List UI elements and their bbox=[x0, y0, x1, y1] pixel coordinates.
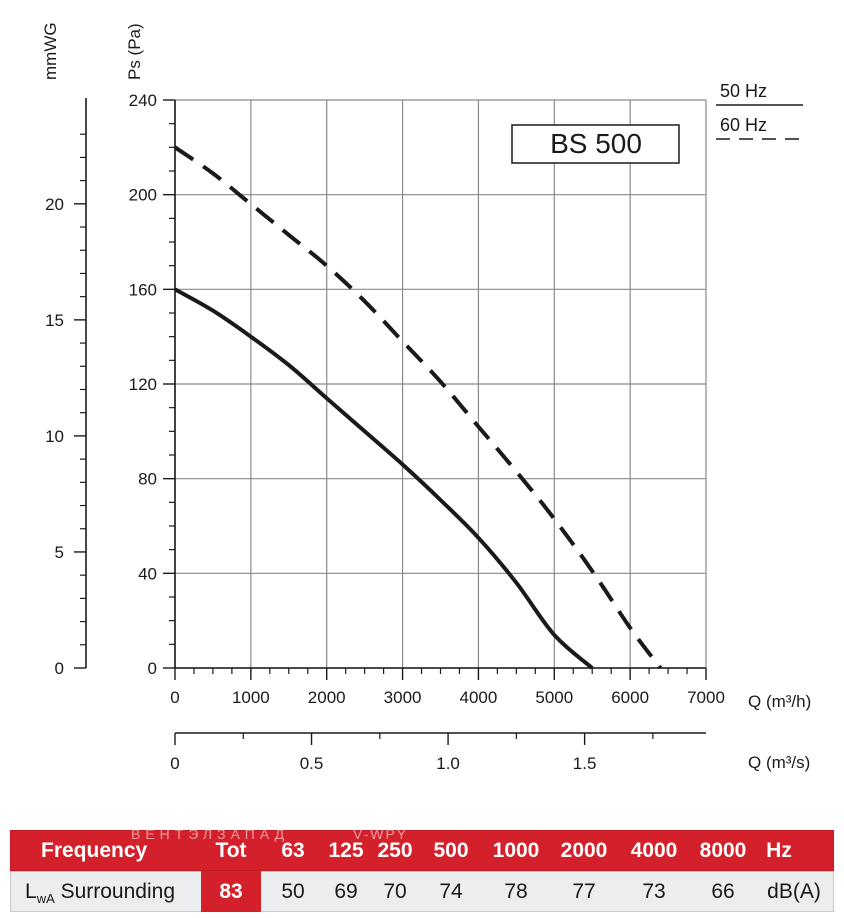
header-cell-8000: 8000 bbox=[699, 839, 747, 862]
y-tick-label-mmwg-2: 10 bbox=[45, 427, 64, 446]
x-tick-label-m3h-3: 3000 bbox=[384, 688, 422, 707]
legend-label-50hz: 50 Hz bbox=[720, 81, 767, 101]
chart-curves bbox=[173, 145, 663, 670]
y-tick-label-pa-0: 0 bbox=[148, 659, 157, 678]
header-cell-500: 500 bbox=[433, 839, 469, 862]
frequency-header-row: ВЕНТЭЛЗАПАД V-WPY Frequency Tot 63 125 2… bbox=[10, 826, 834, 871]
y-tick-label-pa-3: 120 bbox=[129, 375, 157, 394]
header-cell-1000: 1000 bbox=[492, 839, 540, 862]
chart-legend: 50 Hz 60 Hz bbox=[716, 81, 803, 140]
y-tick-label-mmwg-1: 5 bbox=[55, 543, 64, 562]
y-tick-label-pa-2: 80 bbox=[138, 470, 157, 489]
x-tick-label-m3s-0: 0 bbox=[170, 754, 179, 773]
x-tick-label-m3h-2: 2000 bbox=[308, 688, 346, 707]
y-tick-label-pa-6: 240 bbox=[129, 91, 157, 110]
x-tick-label-m3h-5: 5000 bbox=[535, 688, 573, 707]
x-tick-label-m3h-7: 7000 bbox=[687, 688, 725, 707]
series-line-60hz bbox=[173, 145, 663, 670]
x-tick-label-m3h-1: 1000 bbox=[232, 688, 270, 707]
lwa-cell-tot: 83 bbox=[219, 880, 243, 903]
header-cell-unit: Hz bbox=[766, 839, 792, 862]
x-tick-label-m3h-6: 6000 bbox=[611, 688, 649, 707]
header-cell-125: 125 bbox=[328, 839, 364, 862]
lwa-label: LwA Surrounding bbox=[11, 872, 215, 911]
header-cell-250: 250 bbox=[377, 839, 413, 862]
tot-highlight bbox=[201, 871, 261, 912]
lwa-cell-1000: 78 bbox=[504, 880, 528, 903]
lwa-cell-63: 50 bbox=[281, 880, 305, 903]
lwa-cell-unit: dB(A) bbox=[767, 880, 821, 903]
y-tick-label-pa-5: 200 bbox=[129, 186, 157, 205]
lwa-cell-8000: 66 bbox=[711, 880, 735, 903]
legend-label-60hz: 60 Hz bbox=[720, 115, 767, 135]
lwa-surrounding-row: LwA Surrounding 83 50 69 70 74 78 77 73 … bbox=[10, 871, 834, 912]
x-tick-label-m3h-4: 4000 bbox=[460, 688, 498, 707]
model-label: BS 500 bbox=[550, 128, 642, 159]
y-axis-title-mmwg: mmWG bbox=[41, 22, 60, 80]
lwa-cell-4000: 73 bbox=[642, 880, 666, 903]
lwa-cell-125: 69 bbox=[334, 880, 358, 903]
chart-grid bbox=[174, 99, 707, 669]
lwa-label-main: L bbox=[25, 880, 37, 903]
y-tick-label-mmwg-0: 0 bbox=[55, 659, 64, 678]
frequency-label: Frequency bbox=[41, 839, 148, 862]
header-cell-4000: 4000 bbox=[630, 839, 678, 862]
y-tick-label-mmwg-3: 15 bbox=[45, 311, 64, 330]
lwa-cell-2000: 77 bbox=[572, 880, 596, 903]
lwa-label-sub: wA bbox=[36, 891, 55, 906]
lwa-label-rest: Surrounding bbox=[54, 880, 175, 903]
sound-power-table: ВЕНТЭЛЗАПАД V-WPY Frequency Tot 63 125 2… bbox=[10, 826, 834, 912]
x-tick-label-m3h-0: 0 bbox=[170, 688, 179, 707]
x-axis-title-m3s: Q (m³/s) bbox=[748, 753, 810, 772]
x-tick-label-m3s-2: 1.0 bbox=[436, 754, 460, 773]
y-tick-label-mmwg-4: 20 bbox=[45, 195, 64, 214]
lwa-cell-500: 74 bbox=[439, 880, 463, 903]
header-cell-tot: Tot bbox=[215, 839, 247, 862]
model-label-box bbox=[511, 124, 680, 164]
x-axis-title-m3h: Q (m³/h) bbox=[748, 692, 811, 711]
y-tick-label-pa-1: 40 bbox=[138, 564, 157, 583]
y-axis-title-pa: Ps (Pa) bbox=[125, 23, 144, 80]
x-tick-label-m3s-3: 1.5 bbox=[573, 754, 597, 773]
y-tick-label-pa-4: 160 bbox=[129, 280, 157, 299]
series-line-50hz bbox=[174, 287, 594, 670]
lwa-cell-250: 70 bbox=[383, 880, 407, 903]
header-cell-63: 63 bbox=[281, 839, 305, 862]
header-cell-2000: 2000 bbox=[560, 839, 608, 862]
x-tick-label-m3s-1: 0.5 bbox=[300, 754, 324, 773]
